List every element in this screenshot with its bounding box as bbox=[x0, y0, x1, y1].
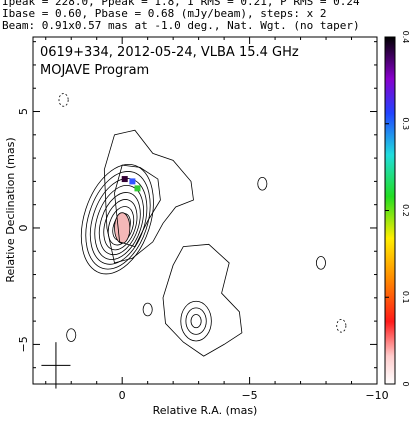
south-component-contour bbox=[162, 243, 243, 357]
south-knot-contour-0 bbox=[180, 300, 212, 342]
y-tick-label-1: 0 bbox=[17, 224, 30, 231]
pol-vector-1 bbox=[129, 178, 136, 185]
y-tick-label-0: −5 bbox=[17, 336, 30, 352]
colorbar-tick-label-4: 0.4 bbox=[401, 31, 409, 44]
y-tick-label-2: 5 bbox=[17, 108, 30, 115]
x-axis-label: Relative R.A. (mas) bbox=[153, 404, 258, 417]
noise-contour-2 bbox=[315, 256, 326, 270]
core-contour bbox=[103, 199, 138, 251]
noise-contour-0 bbox=[58, 93, 69, 107]
pol-vector-0 bbox=[121, 176, 128, 183]
x-tick-label-1: −5 bbox=[241, 389, 257, 402]
noise-contour-5 bbox=[336, 319, 347, 333]
colorbar-tick-label-3: 0.3 bbox=[401, 117, 409, 130]
colorbar-ticks: 0 0.1 0.2 0.3 0.4 bbox=[385, 31, 409, 387]
axis-ticks bbox=[33, 37, 378, 384]
colorbar-tick-label-0: 0 bbox=[401, 381, 409, 386]
polarization-vectors bbox=[121, 176, 141, 192]
contour-map bbox=[58, 93, 347, 357]
axis-tick-labels: 0 −5 −10 −5 0 5 bbox=[17, 108, 389, 402]
noise-contour-3 bbox=[142, 302, 153, 317]
beam-info-line: Beam: 0.91x0.57 mas at -1.0 deg., Nat. W… bbox=[2, 19, 360, 32]
jet-inner-contour bbox=[114, 164, 161, 248]
colorbar-tick-label-2: 0.2 bbox=[401, 204, 409, 217]
core-contour bbox=[85, 171, 151, 270]
pol-vector-2 bbox=[134, 185, 141, 192]
colorbar-tick-label-1: 0.1 bbox=[401, 291, 409, 304]
south-knot-contour-2 bbox=[190, 314, 202, 329]
x-tick-label-2: −10 bbox=[365, 389, 388, 402]
south-knot-contour-1 bbox=[185, 307, 207, 335]
core-contour bbox=[80, 164, 154, 275]
stats-line-1: Ipeak = 228.0, Ppeak = 1.8, I RMS = 0.21… bbox=[2, 0, 360, 8]
plot-subtitle: MOJAVE Program bbox=[40, 63, 149, 78]
beam-marker bbox=[41, 342, 71, 389]
core-contour bbox=[98, 192, 141, 256]
plot-frame bbox=[32, 36, 378, 385]
x-tick-label-0: 0 bbox=[119, 389, 126, 402]
core-contour bbox=[94, 185, 144, 260]
core-peak bbox=[114, 212, 131, 244]
plot-title: 0619+334, 2012-05-24, VLBA 15.4 GHz bbox=[40, 45, 299, 60]
noise-contour-1 bbox=[257, 176, 268, 191]
stats-line-2: Ibase = 0.60, Pbase = 0.68 (mJy/beam), s… bbox=[2, 7, 327, 20]
noise-contour-4 bbox=[66, 328, 77, 342]
y-axis-label: Relative Declination (mas) bbox=[4, 137, 17, 282]
core-contour bbox=[107, 206, 135, 246]
jet-outer-contour bbox=[103, 129, 194, 264]
